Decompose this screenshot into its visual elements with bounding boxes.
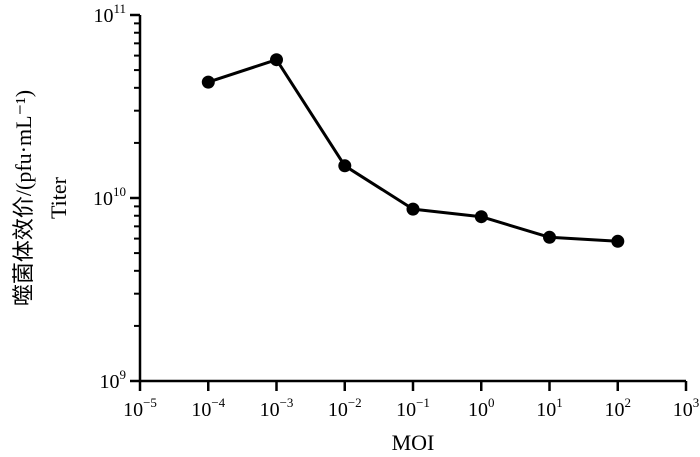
x-tick-label: 10−3 [260, 395, 294, 421]
data-point [543, 230, 556, 244]
x-tick-label: 100 [468, 395, 495, 421]
x-tick-label: 10−1 [396, 395, 430, 421]
y-axis-title-chinese: 噬菌体效价/(pfu·mL⁻¹) [11, 90, 36, 306]
x-tick-label: 102 [605, 395, 632, 421]
x-tick-label: 10−2 [328, 395, 362, 421]
x-tick-label: 10−4 [191, 395, 225, 421]
data-point [611, 234, 625, 248]
y-tick-label: 109 [100, 367, 127, 393]
y-tick-label: 1010 [93, 184, 126, 210]
y-tick-label: 1011 [93, 1, 126, 27]
data-point [338, 159, 352, 173]
axes [138, 15, 686, 383]
x-tick-label: 101 [536, 395, 563, 421]
x-tick-label: 10−5 [123, 395, 157, 421]
x-axis-title: MOI [392, 430, 435, 455]
data-point [406, 202, 420, 216]
x-tick-label: 103 [673, 395, 700, 421]
y-axis-title-english: Titer [46, 176, 71, 219]
data-points [201, 53, 625, 248]
data-point [474, 210, 488, 224]
data-point [201, 75, 215, 89]
tick-group: 10−5 10−4 10−3 10−2 10−1 100 101 102 103 109 1010 1… [93, 1, 699, 421]
data-point [270, 53, 283, 67]
